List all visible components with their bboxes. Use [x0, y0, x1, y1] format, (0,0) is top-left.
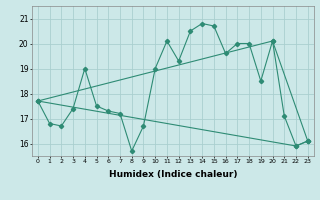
X-axis label: Humidex (Indice chaleur): Humidex (Indice chaleur): [108, 170, 237, 179]
